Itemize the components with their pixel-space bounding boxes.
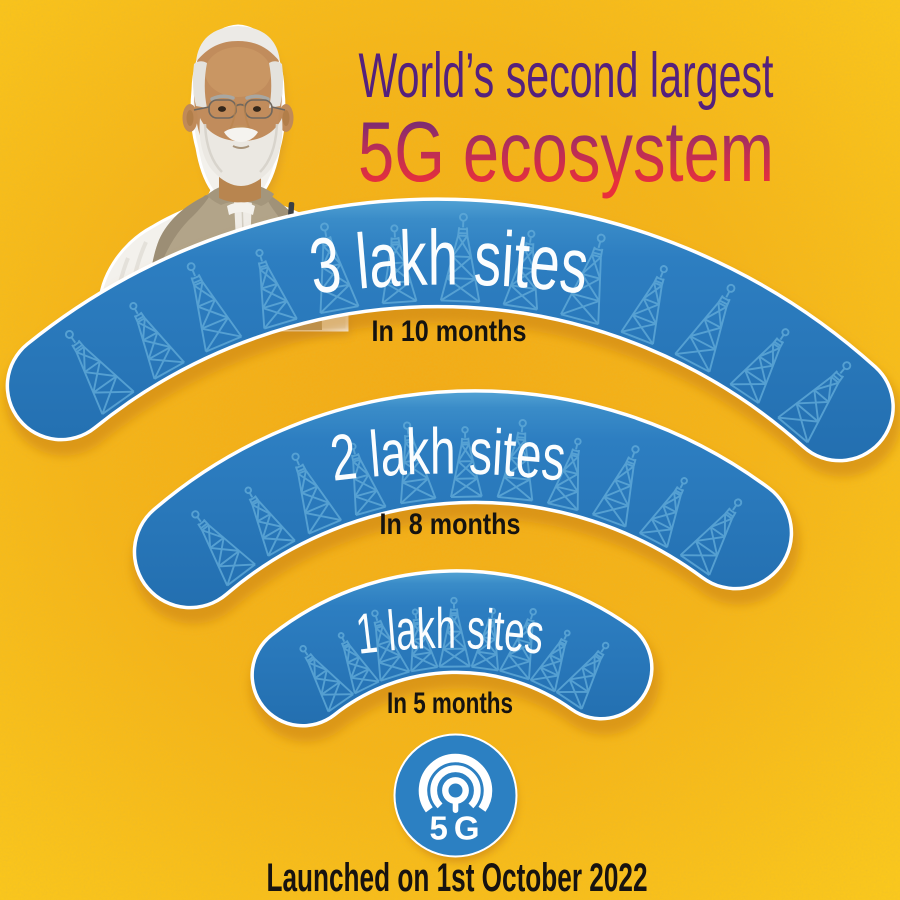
svg-text:In 5 months: In 5 months [387,687,513,720]
svg-text:3 lakh sites: 3 lakh sites [305,213,593,310]
svg-text:5G: 5G [429,810,485,847]
svg-text:In 10 months: In 10 months [372,315,527,348]
svg-text:2 lakh sites: 2 lakh sites [327,414,570,494]
svg-text:1 lakh sites: 1 lakh sites [353,597,547,667]
svg-text:In 8 months: In 8 months [380,508,521,541]
svg-text:World’s second largest: World’s second largest [359,41,774,111]
svg-text:5G ecosystem: 5G ecosystem [358,105,774,200]
svg-text:Launched on 1st October 2022: Launched on 1st October 2022 [267,856,648,900]
